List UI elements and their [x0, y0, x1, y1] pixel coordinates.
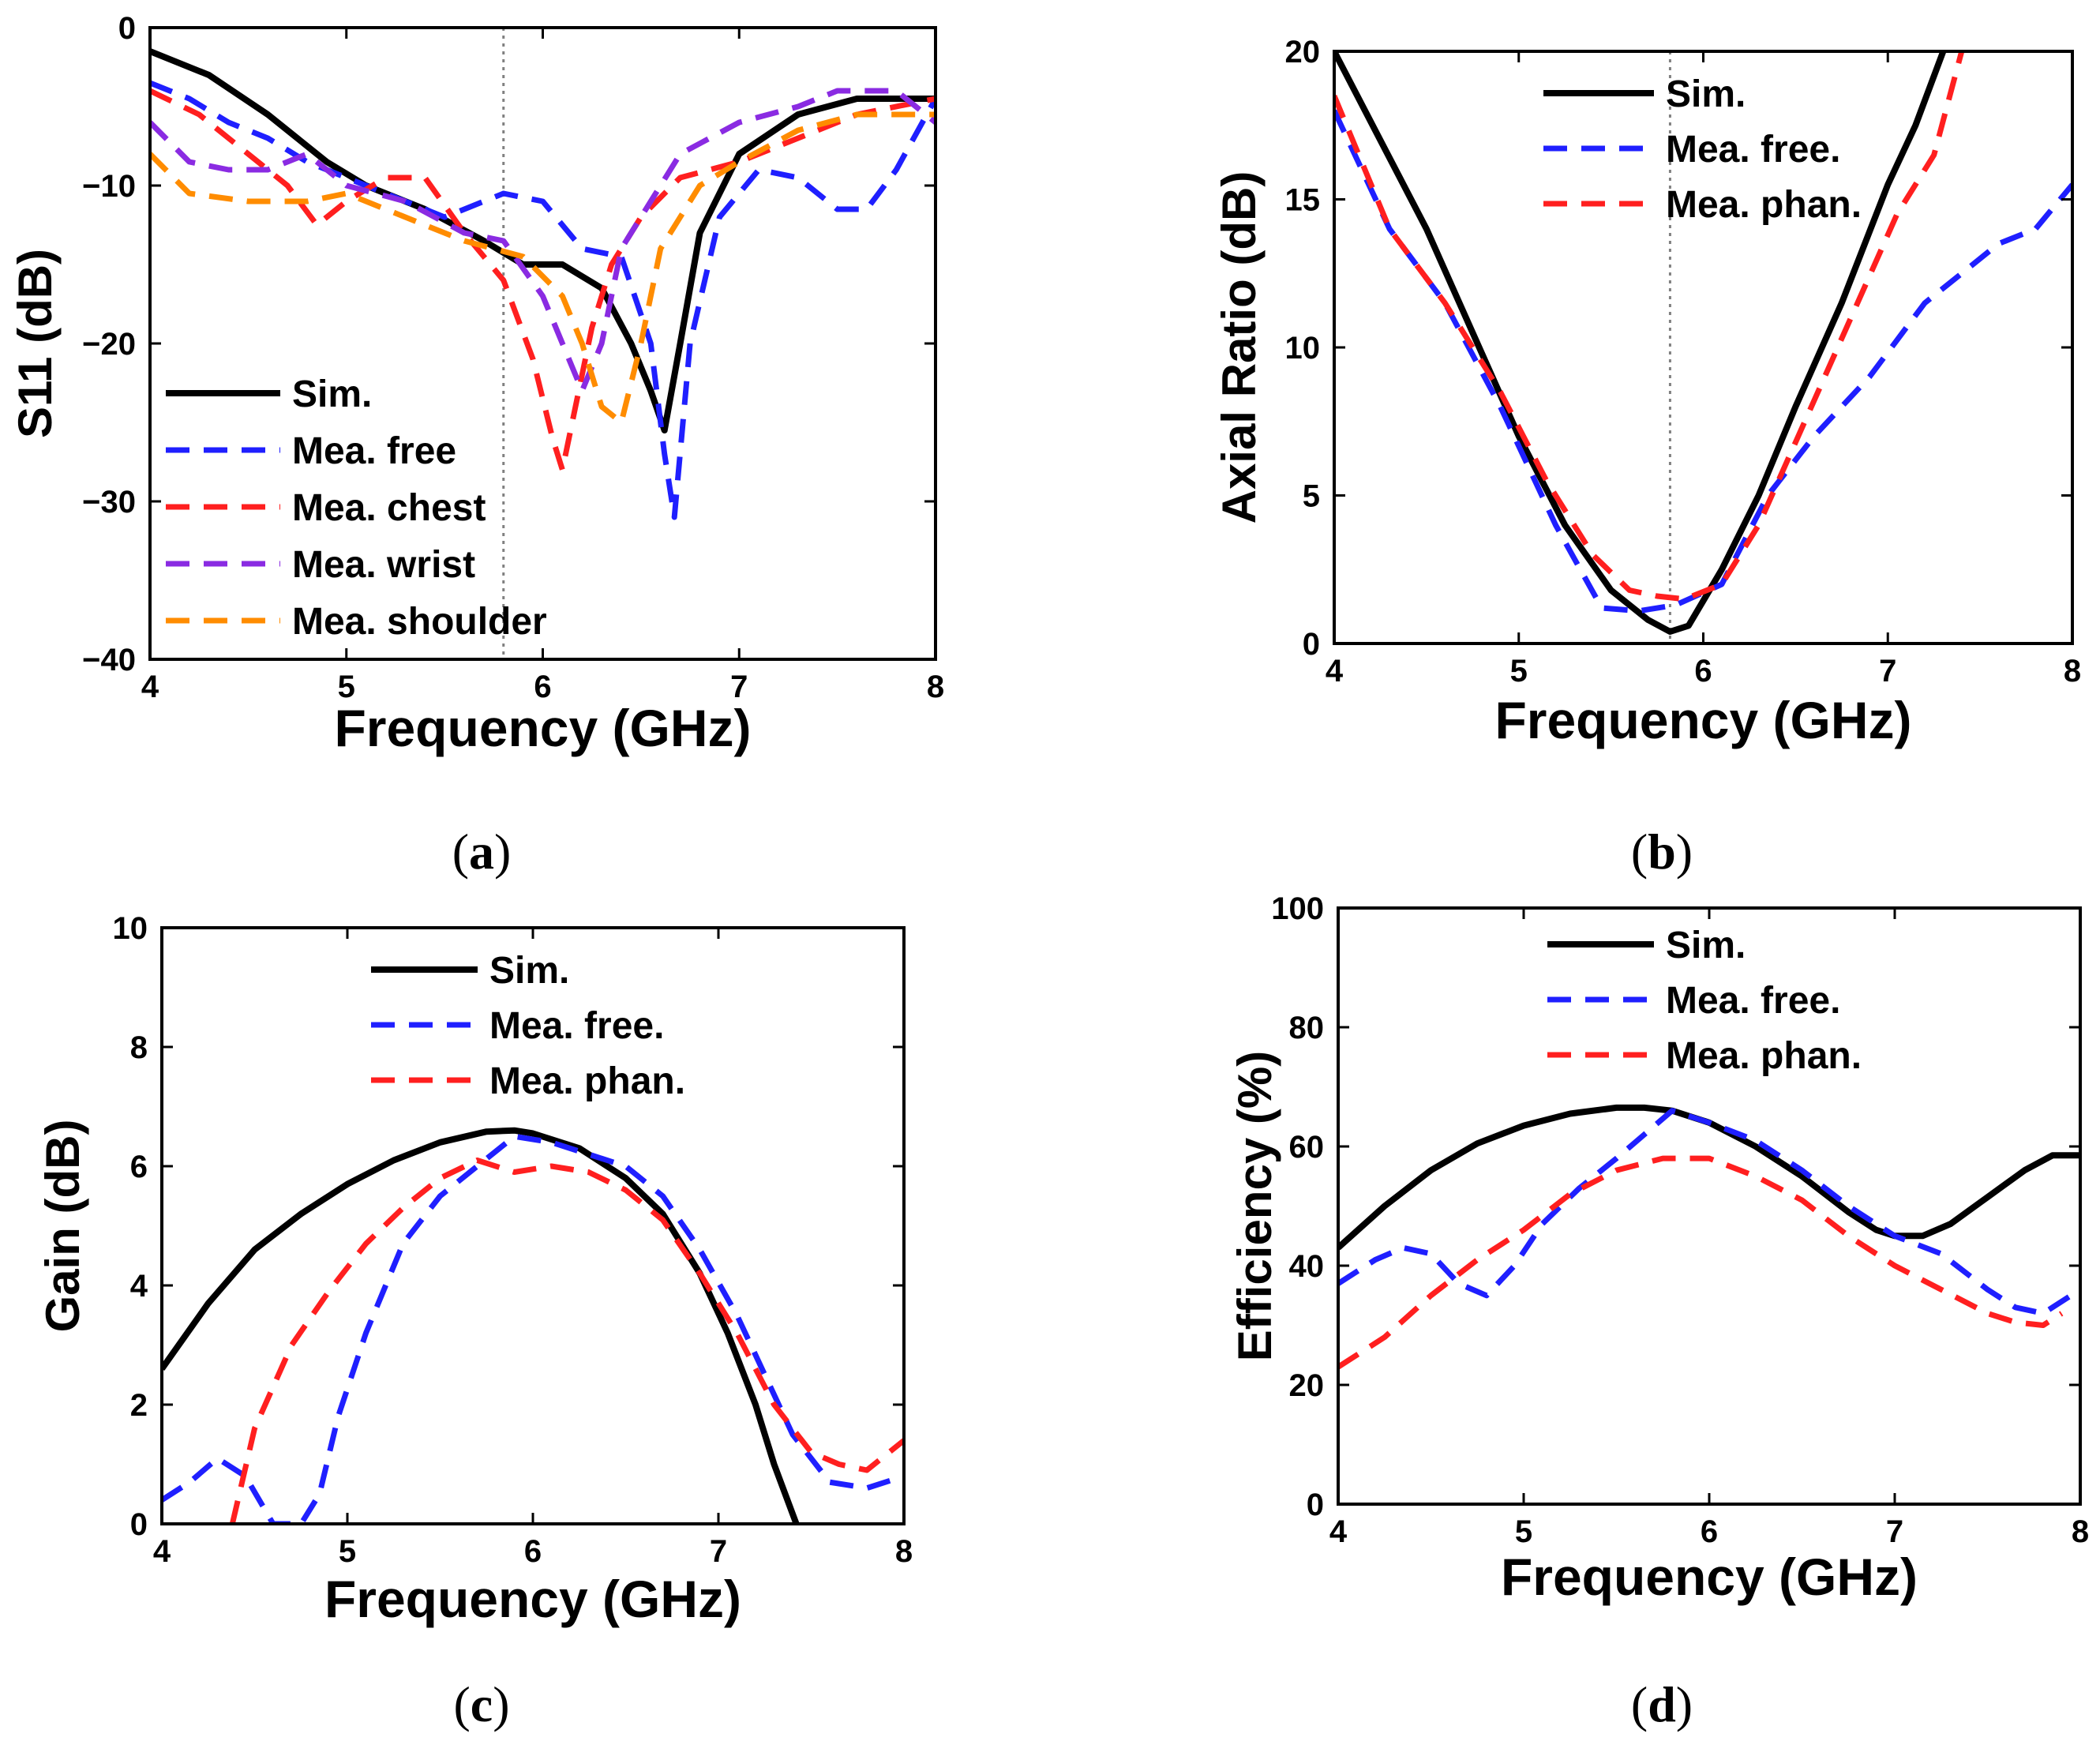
series-line-sim: [162, 1127, 800, 1524]
y-tick-label: 4: [130, 1269, 148, 1304]
series-line-mea-free: [1334, 109, 2072, 614]
y-tick-label: 6: [130, 1150, 148, 1184]
series-line-mea-free: [1338, 1108, 2080, 1316]
legend-label: Mea. free.: [489, 1005, 664, 1047]
series-line-sim: [1334, 51, 1947, 635]
x-tick-label: 8: [2072, 1514, 2089, 1549]
y-tick-label: 80: [1289, 1011, 1325, 1045]
series-line-mea-phan: [1338, 1155, 2064, 1370]
panel-a-s11-chart: 4 5 6 7 8 0 −10 −20 −30 −40 Frequency (GHz) S11 (dB…: [9, 11, 944, 880]
x-axis-label: Frequency (GHz): [1501, 1548, 1918, 1606]
y-tick-label: −10: [82, 169, 136, 204]
y-tick-label: 20: [1289, 1368, 1325, 1403]
x-tick-label: 5: [1510, 654, 1528, 689]
x-tick-label: 5: [338, 670, 355, 704]
x-axis-label: Frequency (GHz): [334, 699, 751, 757]
y-tick-label: 5: [1303, 479, 1320, 514]
y-tick-label: −40: [82, 643, 136, 677]
x-tick-label: 4: [1326, 654, 1344, 689]
legend-label: Mea. free.: [1666, 129, 1840, 171]
panel-label: (b): [1631, 824, 1693, 880]
legend-label: Mea. shoulder: [292, 601, 547, 643]
x-tick-label: 7: [1886, 1514, 1903, 1549]
x-tick-label: 4: [153, 1534, 171, 1569]
legend: Sim. Mea. free. Mea. phan.: [371, 950, 685, 1102]
y-tick-label: 100: [1271, 891, 1324, 926]
series-line-mea-chest: [150, 88, 936, 473]
y-axis-label: Axial Ratio (dB): [1213, 171, 1266, 524]
panel-label: (a): [452, 824, 512, 880]
x-tick-label: 6: [534, 670, 551, 704]
legend-label: Sim.: [1666, 73, 1746, 115]
x-tick-label: 8: [2064, 654, 2081, 689]
y-axis-label: Gain (dB): [36, 1120, 89, 1333]
legend-label: Sim.: [489, 950, 569, 992]
series-line-mea-phan: [229, 1158, 904, 1524]
x-tick-label: 8: [895, 1534, 913, 1569]
legend-label: Mea. wrist: [292, 544, 475, 586]
y-tick-label: 60: [1289, 1130, 1325, 1165]
x-tick-label: 7: [710, 1534, 727, 1569]
y-tick-label: −30: [82, 485, 136, 520]
y-tick-label: 0: [1307, 1488, 1324, 1522]
y-tick-label: 0: [1303, 627, 1320, 662]
y-tick-label: 2: [130, 1388, 148, 1423]
legend-label: Mea. free: [292, 430, 456, 472]
panel-b-axial-ratio-chart: 4 5 6 7 8 0 5 10 15 20 Frequency (GHz) Axial Ratio …: [1213, 35, 2081, 880]
panel-label: (c): [453, 1676, 509, 1732]
series-line-mea-shoulder: [150, 111, 936, 426]
y-axis-label: Efficiency (%): [1228, 1051, 1281, 1361]
x-tick-label: 4: [1329, 1514, 1348, 1549]
series-line-mea-free: [162, 1133, 904, 1524]
y-tick-label: 40: [1289, 1249, 1325, 1284]
series-line-mea-wrist: [150, 88, 936, 394]
legend: Sim. Mea. free. Mea. phan.: [1547, 925, 1862, 1077]
series-line-sim: [150, 48, 936, 433]
x-tick-label: 6: [1701, 1514, 1718, 1549]
x-tick-label: 4: [141, 670, 159, 704]
legend: Sim. Mea. free. Mea. phan.: [1543, 73, 1862, 226]
y-tick-label: 15: [1285, 183, 1321, 218]
legend-label: Mea. phan.: [1666, 184, 1862, 226]
y-tick-label: 10: [113, 911, 148, 946]
y-tick-label: 0: [118, 11, 136, 46]
panel-label: (d): [1631, 1676, 1693, 1732]
x-axis-label: Frequency (GHz): [324, 1570, 741, 1628]
y-tick-label: 10: [1285, 331, 1321, 366]
x-tick-label: 7: [1879, 654, 1896, 689]
x-tick-label: 7: [730, 670, 748, 704]
legend-label: Mea. phan.: [489, 1060, 685, 1102]
legend-label: Mea. chest: [292, 487, 486, 529]
x-tick-label: 6: [524, 1534, 542, 1569]
legend-label: Sim.: [1666, 925, 1746, 966]
x-tick-label: 5: [1515, 1514, 1532, 1549]
y-tick-label: −20: [82, 327, 136, 362]
legend-label: Mea. free.: [1666, 980, 1840, 1022]
legend-label: Sim.: [292, 373, 372, 415]
x-axis-label: Frequency (GHz): [1494, 691, 1911, 749]
series-line-mea-free: [150, 80, 936, 520]
y-axis-label: S11 (dB): [9, 249, 62, 438]
y-tick-label: 20: [1285, 35, 1321, 69]
y-tick-label: 0: [130, 1507, 148, 1542]
series-line-sim: [1338, 1104, 2080, 1251]
y-tick-label: 8: [130, 1030, 148, 1065]
legend-label: Mea. phan.: [1666, 1035, 1862, 1077]
legend: Sim. Mea. free Mea. chest Mea. wrist Mea. sh…: [166, 373, 547, 643]
x-tick-label: 8: [927, 670, 944, 704]
x-tick-label: 5: [339, 1534, 356, 1569]
x-tick-label: 6: [1694, 654, 1712, 689]
panel-c-gain-chart: 4 5 6 7 8 0 2 4 6 8 10 Frequency (GHz) Gain (dB) Sim.…: [36, 911, 913, 1732]
series-line-mea-phan: [1334, 51, 1965, 602]
